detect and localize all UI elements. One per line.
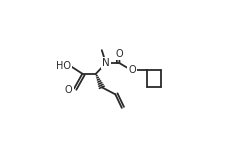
Text: HO: HO bbox=[56, 61, 71, 71]
Text: O: O bbox=[115, 49, 123, 59]
Text: O: O bbox=[65, 85, 72, 95]
Text: O: O bbox=[128, 65, 136, 75]
Text: N: N bbox=[102, 58, 110, 68]
